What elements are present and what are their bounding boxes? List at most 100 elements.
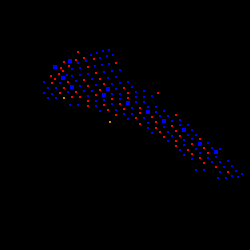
Bar [87,105,89,107]
Bar [207,157,209,159]
Bar [183,144,185,146]
Bar [108,49,110,51]
Bar [182,128,186,132]
Bar [211,161,213,163]
Bar [67,91,69,93]
Bar [119,82,121,84]
Bar [227,171,229,173]
Bar [215,166,217,168]
Bar [119,93,121,95]
Bar [167,131,169,133]
Bar [163,136,165,138]
Bar [51,82,53,84]
Bar [231,165,233,167]
Bar [83,79,85,81]
Bar [163,126,165,128]
Bar [119,103,121,105]
Bar [235,170,237,172]
Bar [199,157,201,159]
Bar [167,140,169,142]
Bar [111,70,113,72]
Bar [54,78,56,80]
Bar [231,175,233,177]
Bar [53,65,57,69]
Bar [43,92,45,94]
Bar [162,119,166,123]
Bar [143,117,145,119]
Bar [94,65,96,67]
Bar [155,121,157,123]
Bar [107,109,109,111]
Bar [215,156,217,158]
Bar [87,66,89,68]
Bar [203,169,205,171]
Bar [147,106,149,108]
Bar [112,54,114,56]
Bar [219,171,221,173]
Bar [143,96,145,98]
Bar [217,177,219,179]
Bar [47,87,49,89]
Bar [75,91,77,93]
Bar [123,108,125,110]
Bar [195,134,197,136]
Bar [71,75,73,77]
Bar [103,99,105,101]
Bar [87,85,89,87]
Bar [146,110,150,114]
Bar [83,90,85,92]
Bar [108,63,110,65]
Bar [135,96,137,98]
Bar [135,101,137,103]
Bar [60,67,62,69]
Bar [47,97,49,99]
Bar [157,92,159,94]
Bar [151,95,153,97]
Bar [135,117,137,119]
Bar [71,96,73,98]
Bar [171,135,173,137]
Bar [175,130,177,132]
Bar [119,98,121,100]
Bar [143,101,145,103]
Bar [62,70,64,72]
Bar [85,60,87,62]
Bar [191,153,193,155]
Bar [50,75,52,77]
Bar [135,91,137,93]
Bar [187,134,189,136]
Bar [179,119,181,121]
Bar [191,143,193,145]
Bar [107,77,109,79]
Bar [155,111,157,113]
Bar [106,55,108,57]
Bar [207,152,209,154]
Bar [102,50,104,52]
Bar [183,139,185,141]
Bar [203,147,205,149]
Bar [151,132,153,134]
Bar [123,113,125,115]
Bar [187,149,189,151]
Bar [75,59,77,61]
Bar [79,67,81,69]
Bar [79,96,81,98]
Bar [227,160,229,162]
Bar [198,142,202,146]
Bar [91,90,93,92]
Bar [131,86,133,88]
Bar [70,85,74,89]
Bar [93,58,95,60]
Bar [151,116,153,118]
Bar [66,74,68,76]
Bar [163,110,165,112]
Bar [214,150,218,154]
Bar [237,176,239,178]
Bar [131,107,133,109]
Bar [103,104,105,106]
Bar [211,147,213,149]
Bar [68,65,70,67]
Bar [79,74,81,76]
Bar [90,54,92,56]
Bar [139,123,141,125]
